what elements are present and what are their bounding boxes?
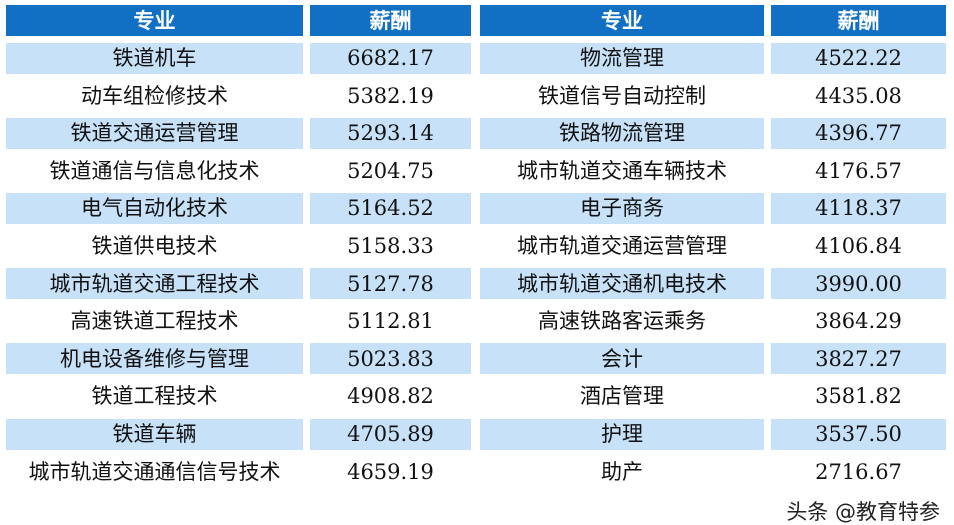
salary-table-left: 专业 薪酬 铁道机车 6682.17 动车组检修技术 5382.19 铁道交通运营管理 529… [6,5,471,494]
salary-cell: 5293.14 [310,117,471,149]
table-row: 电气自动化技术 5164.52 [6,192,471,224]
table-row: 会计 3827.27 [480,343,946,375]
major-cell: 铁道机车 [6,42,303,74]
table-row: 电子商务 4118.37 [480,192,946,224]
salary-cell: 3827.27 [771,343,946,375]
salary-cell: 4396.77 [771,117,946,149]
major-cell: 铁道供电技术 [91,234,218,259]
salary-cell: 4176.57 [815,158,902,183]
table-row: 铁道通信与信息化技术 5204.75 [6,155,471,186]
watermark: 头条 @教育特参 [786,500,940,524]
table-row: 铁道交通运营管理 5293.14 [6,117,471,149]
table-row: 铁道供电技术 5158.33 [6,231,471,262]
salary-cell: 4908.82 [347,384,434,409]
table-row: 城市轨道交通运营管理 4106.84 [480,231,946,262]
table-row: 高速铁道工程技术 5112.81 [6,306,471,337]
major-cell: 铁道通信与信息化技术 [49,158,260,183]
table-row: 物流管理 4522.22 [480,42,946,74]
major-cell: 电气自动化技术 [6,192,303,224]
table-row: 动车组检修技术 5382.19 [6,80,471,111]
header-row: 专业 薪酬 [6,5,471,36]
major-cell: 铁道工程技术 [91,384,218,409]
major-cell: 城市轨道交通工程技术 [6,268,303,300]
major-cell: 铁路物流管理 [480,117,764,149]
salary-cell: 5164.52 [310,192,471,224]
table-row: 护理 3537.50 [480,418,946,450]
salary-cell: 4659.19 [347,459,434,484]
major-cell: 高速铁路客运乘务 [538,309,706,334]
major-cell: 城市轨道交通通信信号技术 [28,459,281,484]
major-cell: 铁道交通运营管理 [6,117,303,149]
major-cell: 城市轨道交通车辆技术 [517,158,727,183]
major-cell: 城市轨道交通机电技术 [480,268,764,300]
salary-cell: 3537.50 [771,418,946,450]
major-cell: 机电设备维修与管理 [6,343,303,375]
major-cell: 会计 [480,343,764,375]
table-row: 城市轨道交通机电技术 3990.00 [480,268,946,300]
table-row: 铁道工程技术 4908.82 [6,381,471,412]
table-row: 助产 2716.67 [480,456,946,487]
salary-cell: 薪酬 [310,5,471,36]
major-cell: 专业 [480,5,764,36]
major-cell: 高速铁道工程技术 [70,309,239,334]
salary-cell: 5204.75 [347,158,434,183]
major-cell: 酒店管理 [580,384,664,409]
table-row: 机电设备维修与管理 5023.83 [6,343,471,375]
salary-cell: 5158.33 [347,234,434,259]
salary-cell: 2716.67 [815,459,902,484]
table-row: 铁道车辆 4705.89 [6,418,471,450]
salary-cell: 6682.17 [310,42,471,74]
salary-cell: 3581.82 [815,384,902,409]
salary-cell: 3990.00 [771,268,946,300]
major-cell: 护理 [480,418,764,450]
salary-cell: 4705.89 [310,418,471,450]
table-row: 城市轨道交通通信信号技术 4659.19 [6,456,471,487]
salary-cell: 4106.84 [815,234,902,259]
major-cell: 动车组检修技术 [81,83,228,108]
major-cell: 物流管理 [480,42,764,74]
salary-cell: 4522.22 [771,42,946,74]
major-cell: 城市轨道交通运营管理 [517,234,727,259]
table-row: 铁道信号自动控制 4435.08 [480,80,946,111]
salary-cell: 4435.08 [815,83,902,108]
salary-cell: 5023.83 [310,343,471,375]
salary-cell: 薪酬 [771,5,946,36]
major-cell: 助产 [601,459,643,484]
major-cell: 专业 [6,5,303,36]
salary-cell: 4118.37 [771,192,946,224]
major-cell: 铁道车辆 [6,418,303,450]
table-row: 铁路物流管理 4396.77 [480,117,946,149]
major-cell: 电子商务 [480,192,764,224]
table-row: 城市轨道交通工程技术 5127.78 [6,268,471,300]
header-row: 专业 薪酬 [480,5,946,36]
salary-cell: 5127.78 [310,268,471,300]
table-row: 酒店管理 3581.82 [480,381,946,412]
salary-table-right: 专业 薪酬 物流管理 4522.22 铁道信号自动控制 4435.08 铁路物流管理 4396… [480,5,946,494]
salary-cell: 3864.29 [815,309,902,334]
table-row: 高速铁路客运乘务 3864.29 [480,306,946,337]
salary-cell: 5382.19 [347,83,434,108]
major-cell: 铁道信号自动控制 [538,83,706,108]
table-row: 城市轨道交通车辆技术 4176.57 [480,155,946,186]
salary-cell: 5112.81 [347,309,434,334]
table-row: 铁道机车 6682.17 [6,42,471,74]
